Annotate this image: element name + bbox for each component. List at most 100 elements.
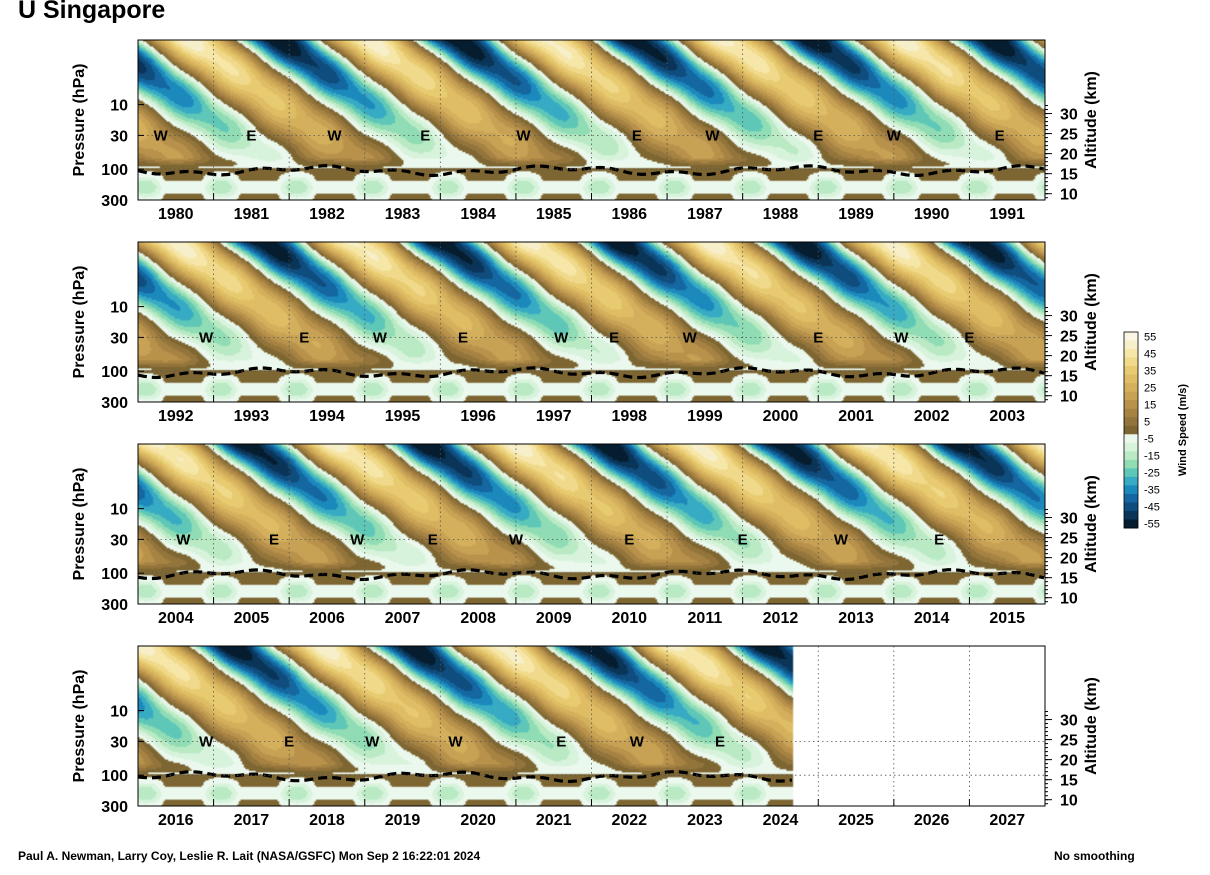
colorbar-tick-label: -15 bbox=[1144, 451, 1160, 463]
colorbar-swatch bbox=[1124, 425, 1138, 435]
year-label: 2009 bbox=[536, 610, 572, 627]
colorbar-swatch bbox=[1124, 417, 1138, 427]
colorbar-swatch bbox=[1124, 485, 1138, 495]
colorbar-swatch bbox=[1124, 468, 1138, 478]
regime-label: E bbox=[458, 329, 468, 346]
y-axis-title: Pressure (hPa) bbox=[71, 64, 88, 177]
altitude-tick-label: 25 bbox=[1060, 127, 1078, 144]
regime-label: W bbox=[894, 329, 909, 346]
colorbar-tick-label: 15 bbox=[1144, 399, 1156, 411]
wind-field-2016 bbox=[138, 646, 1045, 806]
year-label: 1991 bbox=[989, 206, 1025, 223]
tropopause-line bbox=[138, 164, 1045, 178]
regime-label: W bbox=[834, 531, 849, 548]
year-label: 2014 bbox=[914, 610, 950, 627]
year-label: 2026 bbox=[914, 812, 950, 829]
year-label: 2010 bbox=[611, 610, 647, 627]
colorbar-swatch bbox=[1124, 366, 1138, 376]
colorbar-tick-label: -5 bbox=[1144, 434, 1154, 446]
regime-label: W bbox=[516, 127, 531, 144]
year-label: 1994 bbox=[309, 408, 345, 425]
colorbar-frame bbox=[1123, 331, 1139, 529]
colorbar-swatch bbox=[1124, 400, 1138, 410]
altitude-tick-label: 15 bbox=[1060, 773, 1078, 790]
tropopause-line bbox=[138, 770, 793, 784]
altitude-tick-label: 25 bbox=[1060, 733, 1078, 750]
year-label: 1980 bbox=[158, 206, 194, 223]
regime-label: E bbox=[609, 329, 619, 346]
year-label: 1999 bbox=[687, 408, 723, 425]
regime-label: W bbox=[327, 127, 342, 144]
altitude-tick-label: 15 bbox=[1060, 369, 1078, 386]
altitude-tick-label: 20 bbox=[1060, 349, 1078, 366]
year-label: 1990 bbox=[914, 206, 950, 223]
regime-label: W bbox=[176, 531, 191, 548]
tropopause-line bbox=[138, 568, 1045, 582]
altitude-tick-label: 15 bbox=[1060, 167, 1078, 184]
regime-label: W bbox=[154, 127, 169, 144]
year-label: 2018 bbox=[309, 812, 345, 829]
pressure-tick-label: 30 bbox=[110, 734, 128, 751]
altitude-tick-label: 25 bbox=[1060, 531, 1078, 548]
year-label: 2004 bbox=[158, 610, 194, 627]
year-label: 1982 bbox=[309, 206, 345, 223]
altitude-tick-label: 10 bbox=[1060, 187, 1078, 204]
y-axis-right-title: Altitude (km) bbox=[1083, 475, 1100, 573]
pressure-tick-label: 100 bbox=[101, 162, 128, 179]
regime-label: W bbox=[365, 733, 380, 750]
y-axis-title: Pressure (hPa) bbox=[71, 670, 88, 783]
y-axis-title: Pressure (hPa) bbox=[71, 468, 88, 581]
year-label: 2002 bbox=[914, 408, 950, 425]
year-label: 1983 bbox=[385, 206, 421, 223]
year-label: 2021 bbox=[536, 812, 572, 829]
pressure-tick-label: 100 bbox=[101, 768, 128, 785]
pressure-tick-label: 10 bbox=[110, 98, 128, 115]
y-axis-right-title: Altitude (km) bbox=[1083, 273, 1100, 371]
pressure-tick-label: 100 bbox=[101, 566, 128, 583]
colorbar-tick-label: 35 bbox=[1144, 365, 1156, 377]
year-label: 2024 bbox=[763, 812, 799, 829]
year-label: 2006 bbox=[309, 610, 345, 627]
regime-label: E bbox=[738, 531, 748, 548]
year-label: 2000 bbox=[763, 408, 799, 425]
altitude-tick-label: 30 bbox=[1060, 713, 1078, 730]
year-label: 1997 bbox=[536, 408, 572, 425]
year-label: 2016 bbox=[158, 812, 194, 829]
regime-label: E bbox=[556, 733, 566, 750]
colorbar-swatch bbox=[1124, 476, 1138, 486]
regime-label: E bbox=[420, 127, 430, 144]
chart-title: U Singapore bbox=[18, 0, 166, 24]
year-label: 2025 bbox=[838, 812, 874, 829]
colorbar-swatch bbox=[1124, 374, 1138, 384]
pressure-tick-label: 300 bbox=[101, 193, 128, 210]
colorbar-swatch bbox=[1124, 510, 1138, 520]
regime-label: E bbox=[813, 127, 823, 144]
y-axis-right-title: Altitude (km) bbox=[1083, 71, 1100, 169]
altitude-tick-label: 10 bbox=[1060, 389, 1078, 406]
regime-label: W bbox=[554, 329, 569, 346]
altitude-tick-label: 20 bbox=[1060, 551, 1078, 568]
colorbar-swatch bbox=[1124, 340, 1138, 350]
regime-label: W bbox=[887, 127, 902, 144]
colorbar-tick-label: -55 bbox=[1144, 519, 1160, 531]
year-label: 2005 bbox=[234, 610, 270, 627]
year-label: 2015 bbox=[989, 610, 1025, 627]
regime-label: W bbox=[373, 329, 388, 346]
colorbar-swatch bbox=[1124, 408, 1138, 418]
altitude-tick-label: 30 bbox=[1060, 511, 1078, 528]
year-label: 2013 bbox=[838, 610, 874, 627]
year-label: 1996 bbox=[460, 408, 496, 425]
altitude-tick-label: 10 bbox=[1060, 591, 1078, 608]
pressure-tick-label: 300 bbox=[101, 395, 128, 412]
regime-label: W bbox=[448, 733, 463, 750]
year-label: 2020 bbox=[460, 812, 496, 829]
pressure-tick-label: 100 bbox=[101, 364, 128, 381]
colorbar-swatch bbox=[1124, 493, 1138, 503]
regime-label: E bbox=[246, 127, 256, 144]
regime-label: E bbox=[813, 329, 823, 346]
pressure-tick-label: 30 bbox=[110, 532, 128, 549]
year-label: 2008 bbox=[460, 610, 496, 627]
colorbar-swatch bbox=[1124, 332, 1138, 342]
colorbar-swatch bbox=[1124, 391, 1138, 401]
